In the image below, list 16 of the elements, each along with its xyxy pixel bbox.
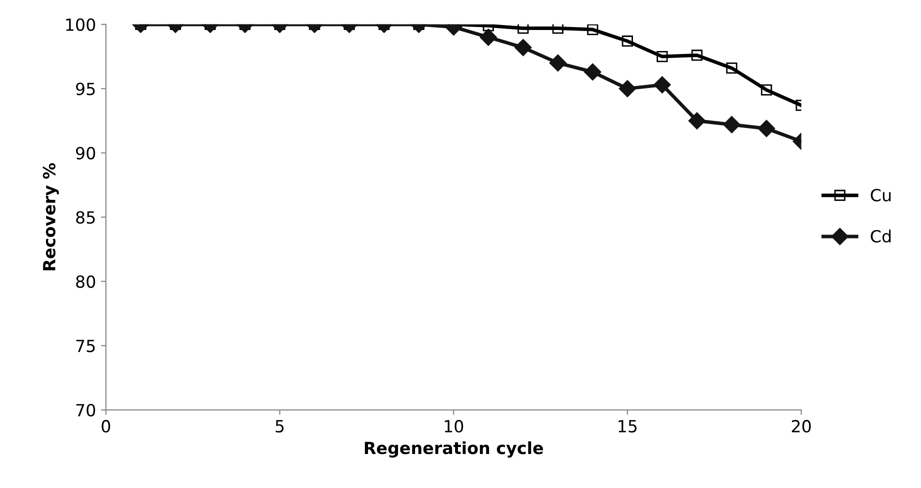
y-tick-label: 90 (76, 146, 96, 160)
y-tick-label: 75 (76, 340, 95, 352)
x-tick-label: 15 (618, 420, 637, 433)
x-tick-label: 10 (444, 420, 464, 433)
x-axis-title: Regeneration cycle (364, 441, 544, 458)
y-tick-label: 85 (76, 211, 95, 224)
y-tick-label: 70 (76, 404, 96, 416)
y-tick-label: 80 (76, 275, 96, 288)
y-tick-label: 95 (76, 82, 95, 96)
x-tick-label: 20 (792, 420, 811, 433)
y-tick-label: 100 (66, 18, 96, 31)
x-tick-label: 5 (276, 420, 284, 433)
x-tick-label: 0 (102, 420, 110, 433)
legend-label: Cu (870, 188, 891, 202)
legend-label: Cd (870, 230, 891, 243)
y-axis-title: Recovery % (42, 163, 59, 270)
